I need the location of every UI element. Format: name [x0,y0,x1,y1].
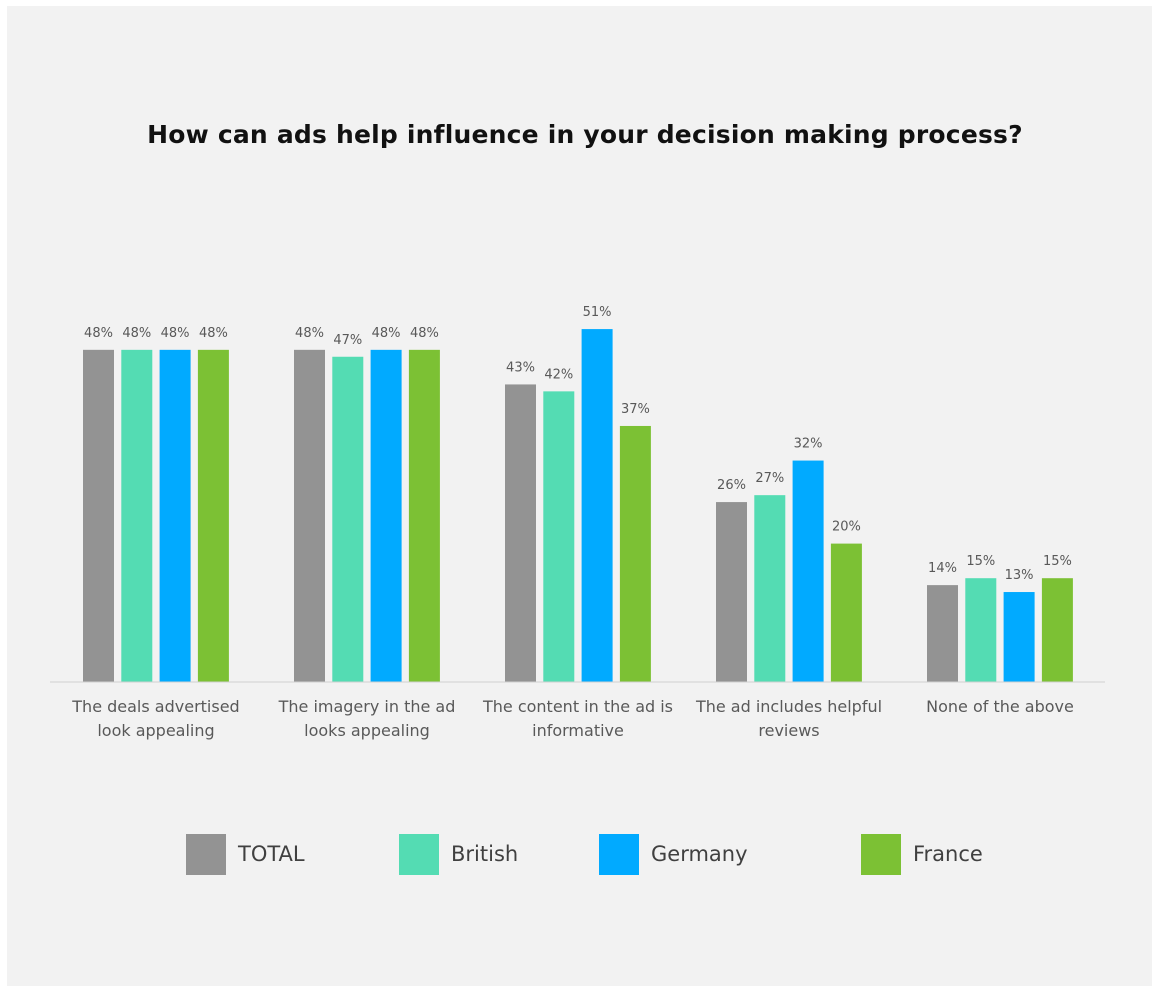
value-label: 42% [544,367,573,382]
value-label: 32% [794,437,823,452]
value-label: 27% [755,471,784,486]
value-labels-layer: 48% 48% 48% 48% 48% 47% 48% 48% 43% 42% 51% 37% 26% 2… [84,305,1072,583]
value-label: 37% [621,402,650,417]
bars-layer [83,329,1073,682]
bar-france-3 [619,425,651,682]
category-labels-layer: The deals advertised look appealing The im… [71,697,1074,740]
value-label: 14% [928,561,957,576]
legend: TOTAL British Germany France [186,834,983,875]
category-label: The content in the ad is [482,697,673,716]
legend-swatch-british [399,834,439,875]
legend-swatch-total [186,834,226,875]
bar-total-4 [716,502,747,682]
value-label: 20% [832,520,861,535]
value-label: 48% [372,326,401,341]
category-label: The ad includes helpful [695,697,882,716]
bar-germany-4 [792,460,824,682]
bar-british-3 [543,391,575,682]
chart-title: How can ads help influence in your decis… [147,120,1023,149]
bar-british-2 [332,356,364,682]
value-label: 48% [122,326,151,341]
category-label: None of the above [926,697,1074,716]
bar-british-5 [965,578,997,682]
value-label: 48% [295,326,324,341]
bar-total-3 [505,384,536,682]
category-label: The deals advertised [71,697,239,716]
legend-label-british: British [451,842,518,866]
bar-france-4 [830,543,862,682]
legend-label-total: TOTAL [237,842,305,866]
value-label: 51% [583,305,612,320]
legend-label-germany: Germany [651,842,748,866]
bar-germany-3 [581,329,613,682]
value-label: 15% [1043,554,1072,569]
value-label: 26% [717,478,746,493]
category-label: The imagery in the ad [278,697,456,716]
chart-background [7,6,1152,986]
value-label: 48% [161,326,190,341]
legend-label-france: France [913,842,983,866]
value-label: 43% [506,360,535,375]
value-label: 48% [410,326,439,341]
legend-swatch-germany [599,834,639,875]
bar-germany-1 [159,349,191,682]
bar-total-1 [83,349,114,682]
bar-germany-2 [370,349,402,682]
category-label: looks appealing [304,721,430,740]
bar-total-2 [294,349,325,682]
value-label: 48% [199,326,228,341]
value-label: 15% [966,554,995,569]
legend-swatch-france [861,834,901,875]
value-label: 48% [84,326,113,341]
category-label: informative [532,721,624,740]
bar-total-5 [927,585,958,682]
category-label: reviews [758,721,819,740]
value-label: 13% [1005,568,1034,583]
bar-british-4 [754,495,786,682]
bar-germany-5 [1003,592,1035,682]
category-label: look appealing [97,721,214,740]
bar-france-5 [1041,578,1073,682]
value-label: 47% [333,333,362,348]
bar-british-1 [121,349,153,682]
bar-france-1 [197,349,229,682]
bar-france-2 [408,349,440,682]
